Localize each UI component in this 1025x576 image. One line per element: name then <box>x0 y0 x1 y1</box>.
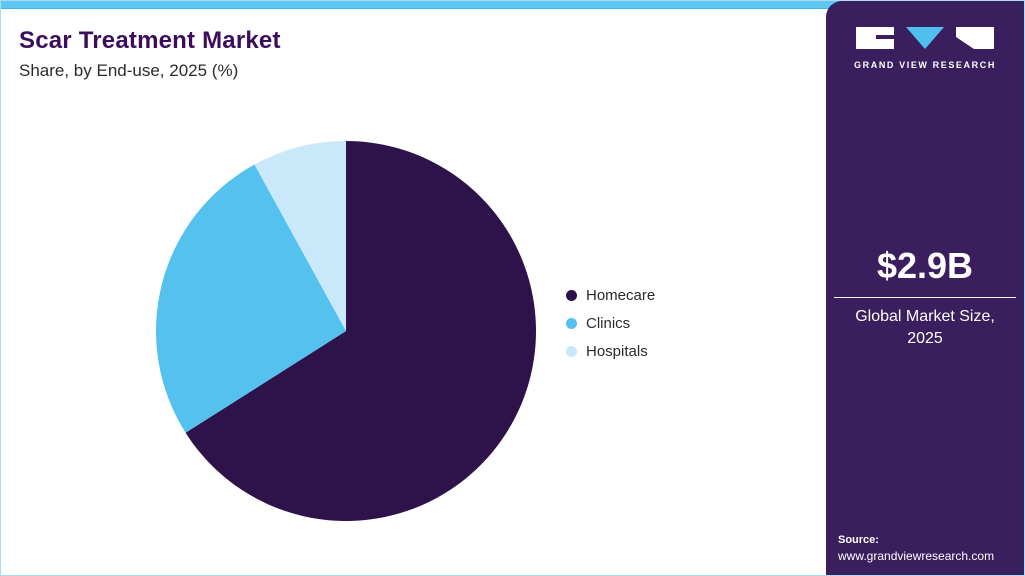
source-block: Source: www.grandviewresearch.com <box>838 534 994 563</box>
legend-label-hospitals: Hospitals <box>586 343 648 360</box>
pie-slice-homecare <box>185 141 537 521</box>
legend-item-homecare: Homecare <box>566 287 655 304</box>
sidebar: GRAND VIEW RESEARCH $2.9B Global Market … <box>826 1 1024 575</box>
source-url[interactable]: www.grandviewresearch.com <box>838 549 995 563</box>
legend-item-clinics: Clinics <box>566 315 655 332</box>
market-divider <box>834 297 1016 298</box>
legend-item-hospitals: Hospitals <box>566 343 655 360</box>
legend-label-clinics: Clinics <box>586 315 631 332</box>
page-title: Scar Treatment Market <box>19 27 281 54</box>
legend-label-homecare: Homecare <box>586 287 656 304</box>
legend-swatch-clinics <box>566 318 577 329</box>
logo-wordmark: GRAND VIEW RESEARCH <box>854 60 996 70</box>
pie-slice-hospitals <box>254 141 346 331</box>
market-size-label: Global Market Size, 2025 <box>855 308 995 347</box>
market-size-block: $2.9B Global Market Size, 2025 <box>826 245 1024 349</box>
market-size-value: $2.9B <box>876 245 974 286</box>
source-label: Source: <box>838 534 879 546</box>
grand-view-research-logo: GRAND VIEW RESEARCH <box>826 25 1024 70</box>
pie-chart <box>156 141 537 521</box>
pie-slice-clinics <box>156 164 346 433</box>
legend-swatch-homecare <box>566 290 577 301</box>
page-subtitle: Share, by End-use, 2025 (%) <box>19 61 239 80</box>
grand-view-research-logo-icon <box>856 27 994 49</box>
legend: Homecare Clinics Hospitals <box>566 287 655 360</box>
accent-bar <box>1 1 1024 9</box>
legend-swatch-hospitals <box>566 346 577 357</box>
